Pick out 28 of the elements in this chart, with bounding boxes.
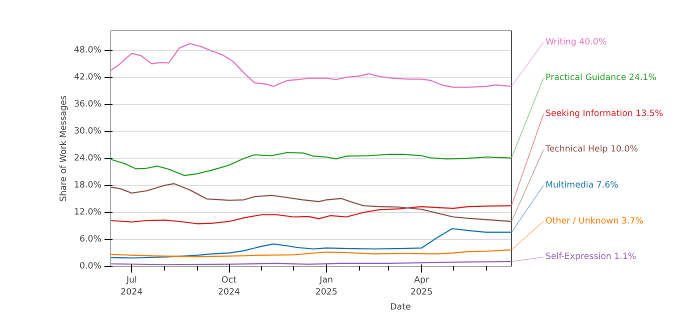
text: Technical Help 10.0% <box>546 144 638 155</box>
text: Multimedia 7.6% <box>546 180 618 190</box>
y-tick-label: 24.0% <box>74 153 102 164</box>
y-tick-label: 42.0% <box>74 72 102 82</box>
text: Seeking Information 13.5% <box>546 108 664 119</box>
text: Other / Unknown 3.7% <box>546 216 644 226</box>
y-tick-label: 48.0% <box>74 45 102 56</box>
line-series <box>110 183 512 222</box>
y-tick-label: 12.0% <box>74 207 102 218</box>
x-tick-label: Jan 2025 <box>315 276 338 298</box>
y-axis-title: Share of Work Messages <box>59 95 69 202</box>
text: Writing 40.0% <box>546 37 607 48</box>
y-tick-label: 30.0% <box>74 126 102 136</box>
y-tick-label: 0.0% <box>80 262 102 272</box>
x-tick-label: Jul 2024 <box>120 276 144 298</box>
x-tick-label: Oct 2024 <box>218 276 241 298</box>
text: Self-Expression 1.1% <box>546 252 636 262</box>
text: Practical Guidance 24.1% <box>546 73 656 84</box>
y-tick-label: 6.0% <box>80 234 102 244</box>
y-tick-label: 36.0% <box>74 99 102 110</box>
x-axis-title: Date <box>390 302 411 312</box>
line-series <box>110 249 512 258</box>
line-series <box>110 228 512 259</box>
y-tick-label: 18.0% <box>74 180 102 190</box>
line-series <box>110 152 512 176</box>
x-tick-label: Apr 2025 <box>410 276 433 298</box>
line-series <box>110 205 512 224</box>
line-series <box>110 42 512 88</box>
